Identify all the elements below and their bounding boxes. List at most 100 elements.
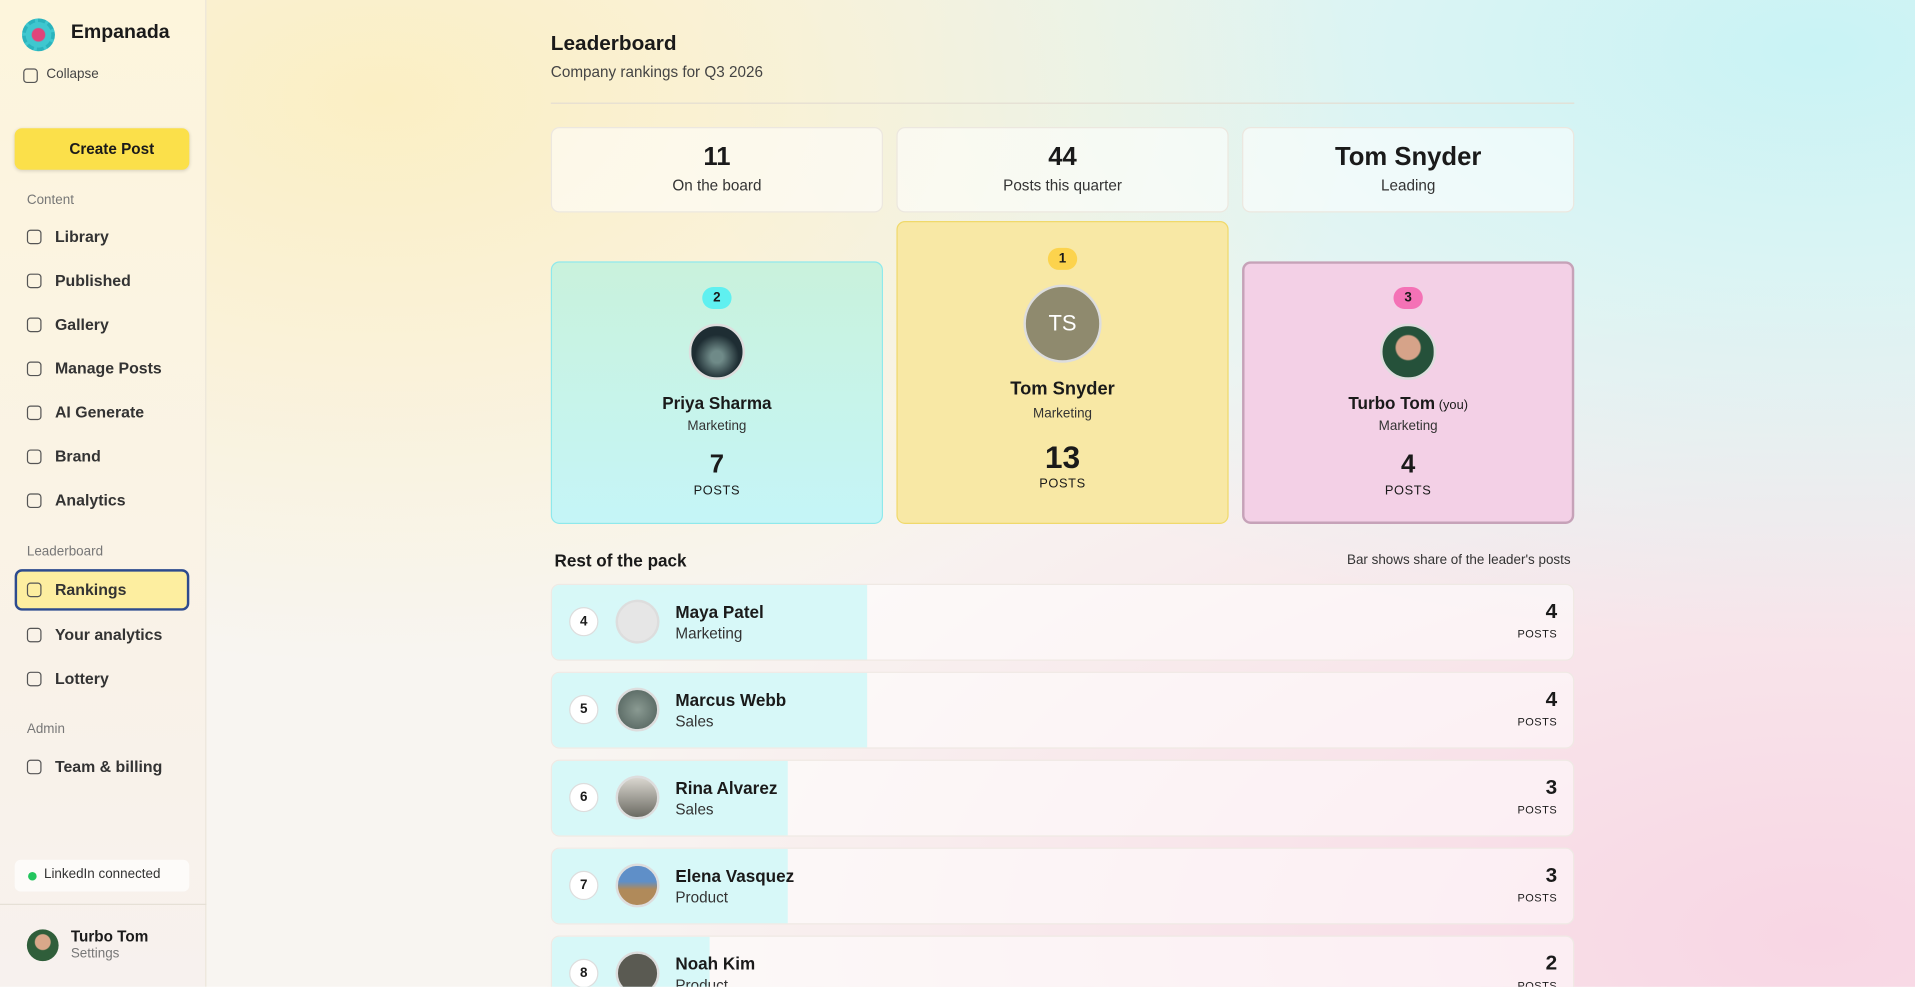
rest-note: Bar shows share of the leader's posts [1346,553,1571,569]
user-name: Turbo Tom [70,927,149,945]
row-team: Product [675,976,729,987]
row-unit: POSTS [1517,627,1558,640]
icon [26,317,42,333]
logo [21,18,55,52]
stat-value: Tom Snyder [1335,143,1482,172]
rank-circle: 4 [569,606,599,637]
rank-circle: 6 [569,782,599,813]
icon [23,68,38,84]
stat-value: 44 [1048,143,1077,172]
user-settings[interactable]: Settings [70,947,120,962]
podium-posts: 4 [1401,451,1416,480]
nav-item[interactable]: Published [54,271,131,290]
podium-name: Tom Snyder [1010,379,1115,400]
podium-team: Marketing [687,419,747,435]
avatar: TS [1023,284,1102,363]
subtitle: Company rankings for Q3 2026 [550,62,763,80]
row-name: Noah Kim [675,953,756,973]
nav-item[interactable]: Lottery [54,669,109,688]
user-avatar [26,929,59,962]
row-name: Marcus Webb [675,689,787,710]
podium-unit: POSTS [1384,483,1432,498]
row [550,935,1575,987]
nav-item[interactable]: Gallery [54,315,109,334]
row [550,847,1575,925]
nav-item[interactable]: Manage Posts [54,359,162,378]
rest-title: Rest of the pack [554,550,687,570]
brand: Empanada [70,22,170,44]
avatar-initials: TS [1048,310,1077,336]
row-team: Marketing [675,624,743,642]
stat-card [1242,127,1575,213]
row-posts: 2 [1545,951,1558,975]
row [550,759,1575,837]
create-post-button[interactable]: Create Post [14,128,190,170]
stat-label: On the board [672,176,762,194]
avatar [615,951,660,987]
nav-item[interactable]: AI Generate [54,403,145,422]
row-team: Sales [675,712,714,730]
rank-circle: 5 [569,694,599,725]
icon [26,229,42,245]
nav-item[interactable]: Rankings [54,580,127,599]
podium-card [896,221,1229,524]
rank-circle: 7 [569,870,599,901]
podium-name: Priya Sharma [662,393,771,413]
row-name: Elena Vasquez [675,865,795,885]
icon [26,493,42,509]
avatar [615,687,660,732]
podium-team: Marketing [1378,419,1438,435]
avatar [688,323,745,380]
avatar [615,863,660,908]
name: Turbo Tom [1348,392,1436,413]
stat-card [550,127,883,213]
row-team: Product [675,888,729,906]
name: Tom Snyder [1010,378,1115,400]
you-tag: (you) [1438,397,1468,413]
row-name: Maya Patel [675,601,764,622]
icon [26,361,42,377]
row-name: Rina Alvarez [675,777,778,798]
podium-team: Marketing [1033,407,1093,422]
create-post-label[interactable]: Create Post [69,140,155,158]
avatar [615,599,660,644]
stat-card [896,127,1229,213]
nav-item[interactable]: Library [54,227,109,246]
row-unit: POSTS [1517,891,1558,904]
avatar [615,775,660,820]
nav-item[interactable]: Your analytics [54,625,163,644]
share-bar [552,585,867,660]
section-title: Content [26,193,74,209]
stat-label: Leading [1380,176,1436,194]
icon [26,405,42,421]
icon [26,273,42,289]
row [550,583,1575,661]
rank-badge: 3 [1393,287,1423,309]
collapse[interactable]: Collapse [46,67,99,83]
row-posts: 3 [1545,775,1558,799]
status-dot [28,872,37,881]
icon [26,627,42,643]
nav-item[interactable]: Brand [54,447,101,466]
row-posts: 3 [1545,863,1558,887]
icon [26,671,42,687]
nav-item[interactable]: Team & billing [54,757,163,776]
title: Leaderboard [550,31,677,55]
icon [26,582,42,598]
row [550,671,1575,749]
rank-badge: 1 [1047,247,1078,270]
active-item [14,569,190,611]
row-posts: 4 [1545,599,1558,623]
podium-unit: POSTS [693,483,741,498]
avatar [1380,323,1437,380]
row-team: Sales [675,800,714,818]
row-posts: 4 [1545,687,1558,711]
icon [26,449,42,465]
nav-item[interactable]: Analytics [54,491,126,510]
name: Priya Sharma [662,392,772,413]
podium-posts: 13 [1044,438,1081,476]
stat-label: Posts this quarter [1003,176,1122,194]
section-title: Leaderboard [26,545,104,560]
